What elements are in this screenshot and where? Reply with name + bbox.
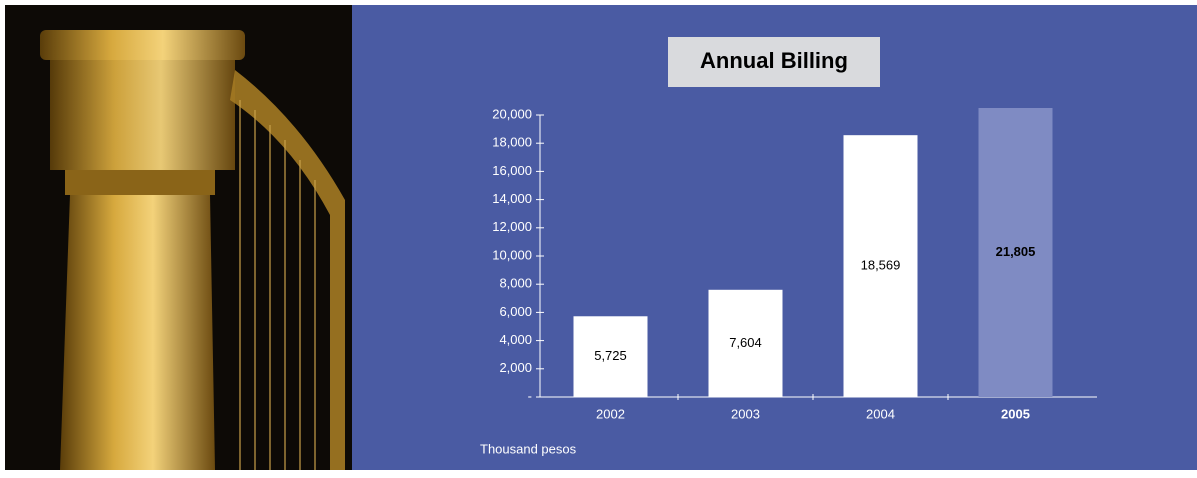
plot-area (573, 108, 1053, 397)
bar (843, 135, 918, 397)
y-tick-label: 12,000 (492, 219, 532, 234)
x-tick-label: 2003 (731, 406, 760, 421)
unit-note: Thousand pesos (480, 441, 577, 456)
y-tick-label: 10,000 (492, 247, 532, 262)
title-box (668, 37, 880, 87)
y-tick-label: 14,000 (492, 191, 532, 206)
x-tick-label: 2005 (1001, 406, 1030, 421)
y-tick-label: 4,000 (499, 332, 532, 347)
y-tick-label: 20,000 (492, 106, 532, 121)
y-tick-label: 18,000 (492, 135, 532, 150)
value-label: 5,725 (594, 348, 627, 363)
chart-title: Annual Billing (700, 48, 848, 73)
bar (708, 289, 783, 397)
harp-photo (5, 5, 352, 470)
y-tick-label: - (528, 388, 532, 403)
value-label: 7,604 (729, 335, 762, 350)
value-label: 21,805 (996, 244, 1036, 259)
bar (573, 316, 648, 397)
y-tick-label: 8,000 (499, 276, 532, 291)
y-tick-label: 2,000 (499, 360, 532, 375)
value-label: 18,569 (861, 258, 901, 273)
y-tick-label: 16,000 (492, 163, 532, 178)
x-tick-label: 2002 (596, 406, 625, 421)
bar (978, 108, 1053, 397)
y-tick-label: 6,000 (499, 304, 532, 319)
x-tick-label: 2004 (866, 406, 895, 421)
